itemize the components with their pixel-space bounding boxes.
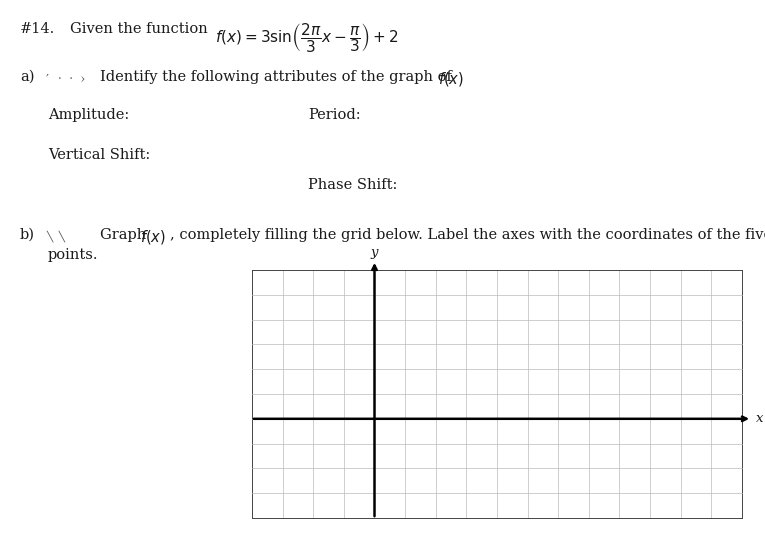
Text: Graph: Graph [100, 228, 151, 242]
Text: ·  ·  ›: · · › [58, 73, 85, 86]
Text: Phase Shift:: Phase Shift: [308, 178, 397, 192]
Text: #14.: #14. [20, 22, 55, 36]
Text: Period:: Period: [308, 108, 360, 122]
Text: $f(x)$: $f(x)$ [438, 70, 464, 88]
Text: Identify the following attributes of the graph of: Identify the following attributes of the… [100, 70, 452, 84]
Text: $f(x) = 3\sin\!\left(\dfrac{2\pi}{3}x - \dfrac{\pi}{3}\right) + 2$: $f(x) = 3\sin\!\left(\dfrac{2\pi}{3}x - … [215, 21, 399, 54]
Text: Vertical Shift:: Vertical Shift: [48, 148, 150, 162]
Text: , completely filling the grid below. Label the axes with the coordinates of the : , completely filling the grid below. Lab… [170, 228, 765, 242]
Text: b): b) [20, 228, 35, 242]
Text: ╲  ╲: ╲ ╲ [46, 230, 65, 242]
Text: $f(x)$: $f(x)$ [140, 228, 166, 246]
Text: Amplitude:: Amplitude: [48, 108, 129, 122]
Text: x: x [756, 412, 763, 425]
Text: a): a) [20, 70, 34, 84]
Text: points.: points. [48, 248, 99, 262]
Text: Given the function: Given the function [70, 22, 208, 36]
Text: y: y [371, 246, 378, 259]
Text: ′: ′ [46, 73, 49, 86]
